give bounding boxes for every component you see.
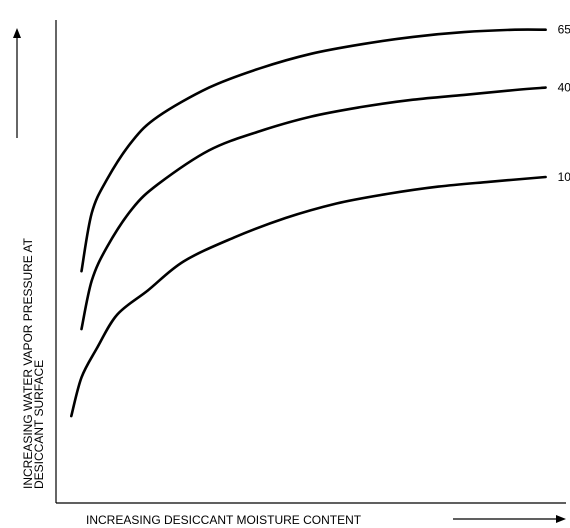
series-line-2: [70, 175, 547, 418]
x-axis-label: INCREASING DESICCANT MOISTURE CONTENT: [86, 513, 362, 527]
axes: [55, 20, 566, 504]
series-line-0: [80, 28, 547, 273]
y-axis-label-line1: INCREASING WATER VAPOR PRESSURE AT: [21, 237, 35, 489]
series-label-1: 40°C: [558, 81, 570, 95]
series-label-0: 65°C: [558, 23, 570, 37]
x-axis-arrow: [453, 515, 566, 523]
series-layer: 65°C 40°C 10°C: [70, 23, 570, 418]
series-label-2: 10°C: [558, 170, 570, 184]
y-axis-label-line2: DESICCANT SURFACE: [32, 360, 46, 489]
series-line-1: [80, 86, 547, 331]
y-axis-arrow: [13, 28, 21, 138]
y-axis-label: INCREASING WATER VAPOR PRESSURE AT DESIC…: [21, 237, 46, 489]
